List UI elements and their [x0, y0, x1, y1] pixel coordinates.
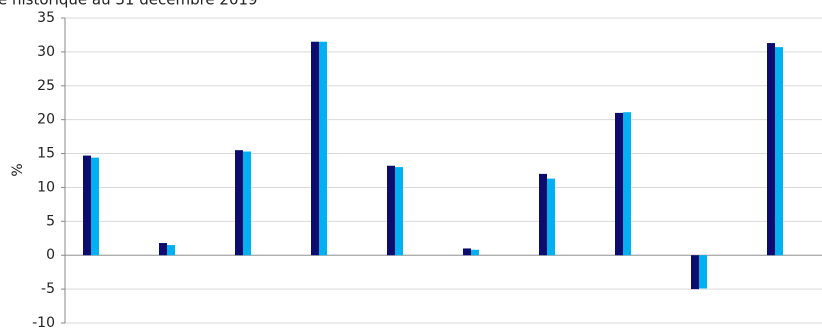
bar: [623, 112, 631, 256]
bar: [235, 150, 243, 256]
bar: [159, 243, 167, 256]
y-tick-label: 0: [46, 247, 55, 263]
bar: [395, 167, 403, 256]
y-tick-label: -10: [32, 315, 55, 329]
y-tick-label: 30: [37, 44, 55, 60]
y-tick-label: -5: [41, 281, 55, 297]
bar: [83, 155, 91, 256]
bar: [539, 173, 547, 256]
bar: [319, 41, 327, 256]
chart-title: e historique au 31 décembre 2019: [0, 0, 258, 9]
bar: [243, 151, 251, 256]
bar: [471, 249, 479, 256]
bar: [775, 47, 783, 256]
bar: [699, 255, 707, 289]
bar: [691, 255, 699, 290]
bar: [387, 165, 395, 256]
bar: [167, 245, 175, 256]
y-tick-label: 25: [37, 78, 55, 94]
y-axis-label: %: [10, 163, 26, 176]
y-tick-label: 20: [37, 112, 55, 128]
y-tick-label: 5: [46, 213, 55, 229]
bar: [615, 112, 623, 256]
y-tick-label: 35: [37, 10, 55, 26]
y-tick-label: 10: [37, 179, 55, 195]
bar: [547, 178, 555, 256]
bar: [311, 41, 319, 256]
bar: [463, 248, 471, 256]
y-tick-label: 15: [37, 146, 55, 162]
bar: [767, 43, 775, 256]
bar: [91, 157, 99, 256]
